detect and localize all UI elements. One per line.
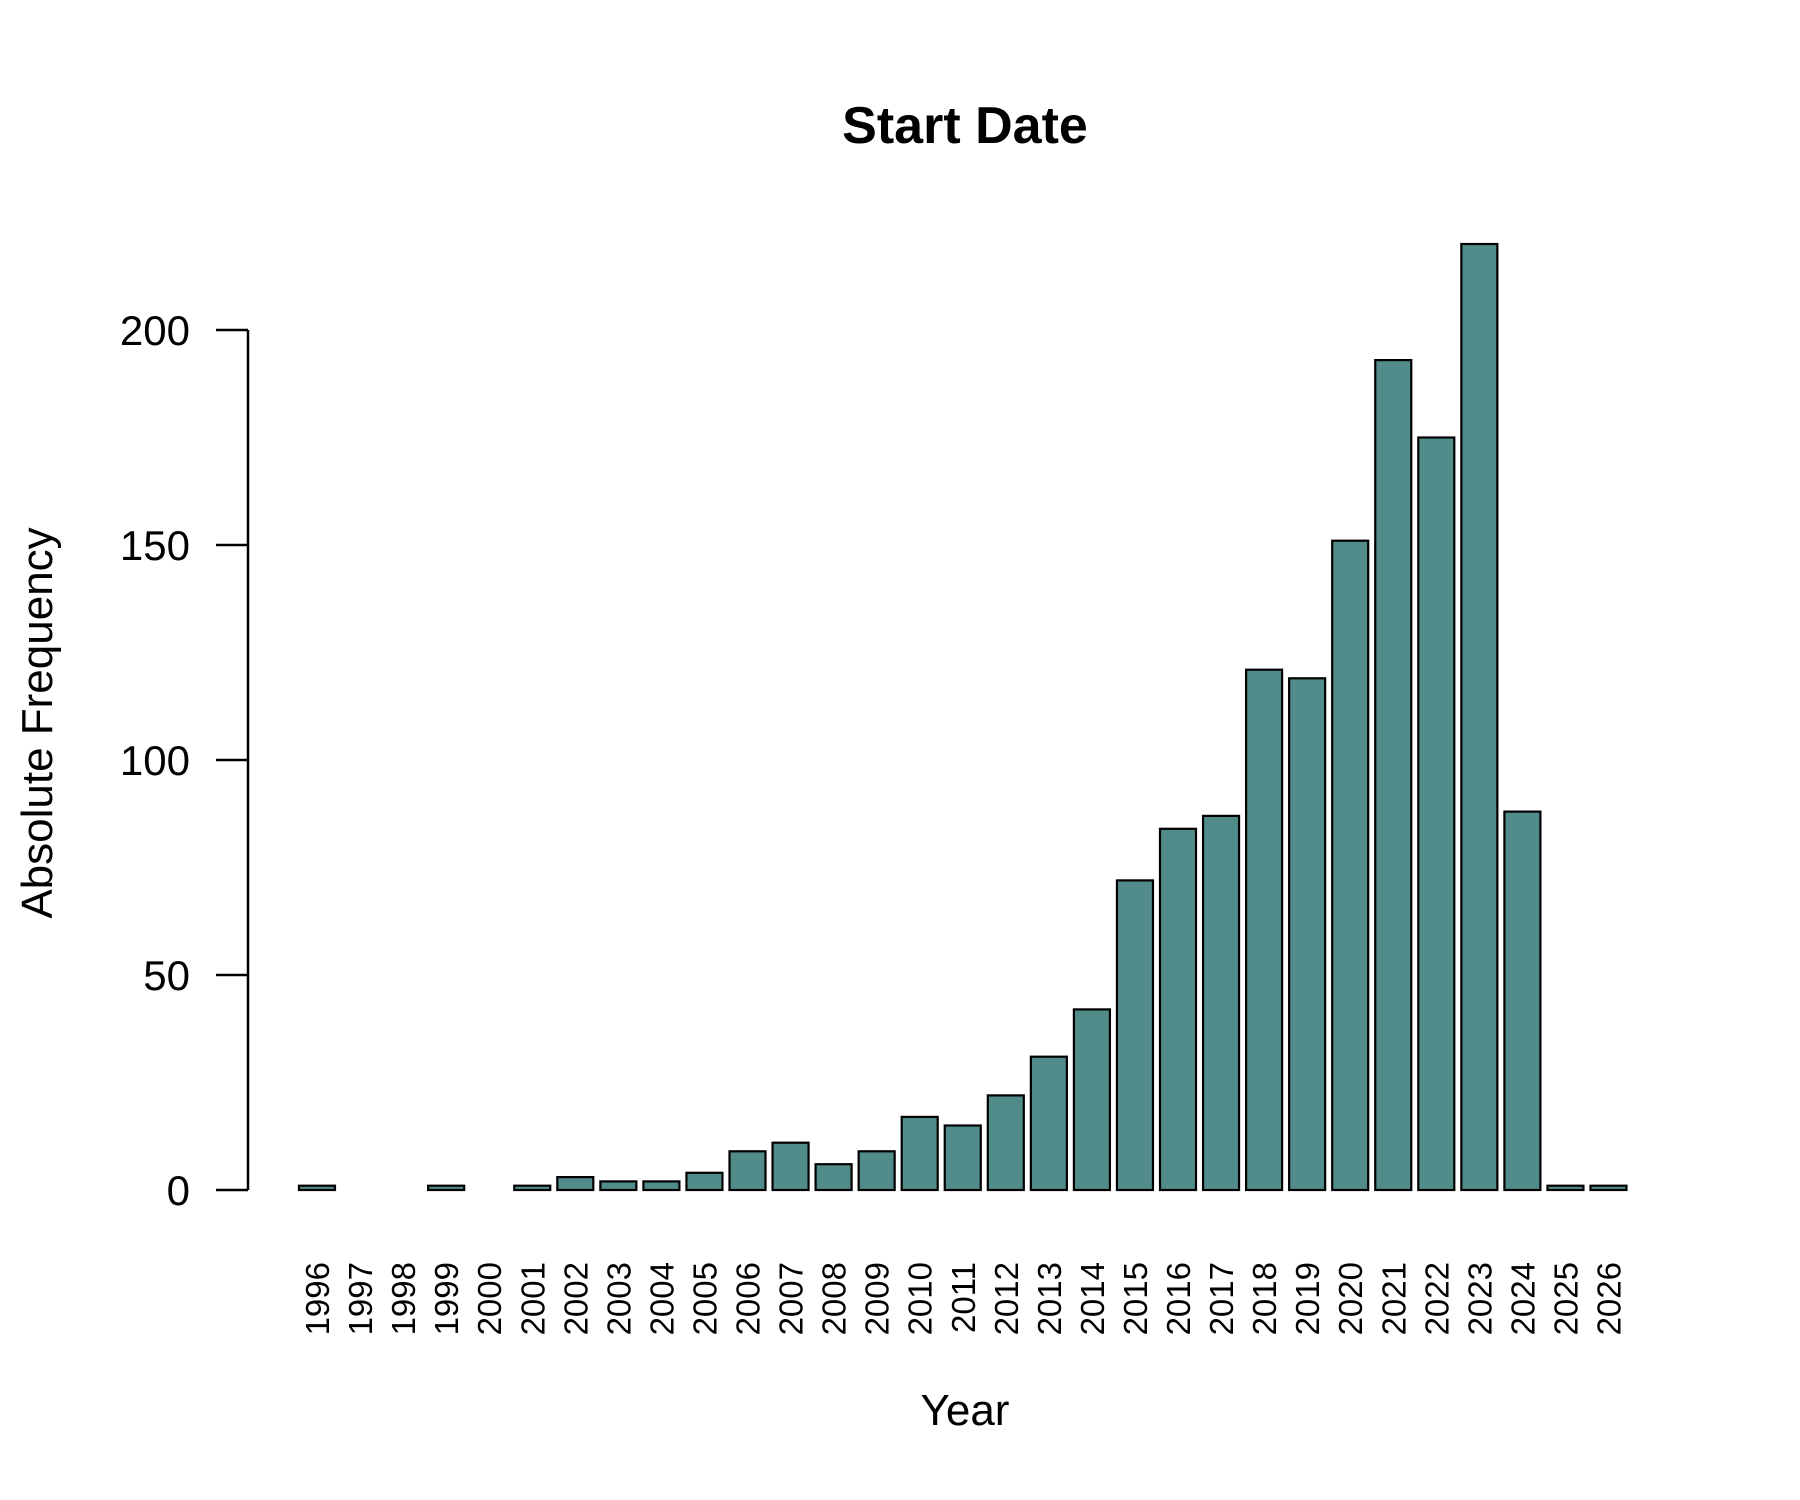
bar-2013: [1029, 1055, 1068, 1192]
x-tick-label-2018: 2018: [1246, 1262, 1283, 1335]
bar-2008: [814, 1163, 853, 1192]
x-tick-label-1999: 1999: [428, 1262, 465, 1335]
x-tick-label-2016: 2016: [1160, 1262, 1197, 1335]
x-tick-label-2017: 2017: [1203, 1262, 1240, 1335]
x-tick-label-2005: 2005: [686, 1262, 723, 1335]
x-tick-label-2011: 2011: [945, 1262, 982, 1333]
x-tick-label-2013: 2013: [1031, 1262, 1068, 1335]
bar-2016: [1158, 827, 1198, 1192]
bar-2014: [1072, 1008, 1112, 1192]
bar-2003: [599, 1180, 638, 1192]
x-tick-label-2007: 2007: [773, 1262, 810, 1335]
bar-2026: [1589, 1184, 1628, 1192]
bar-2024: [1503, 810, 1542, 1192]
x-tick-label-1998: 1998: [385, 1262, 422, 1335]
bar-2010: [900, 1115, 939, 1192]
bars-group: [297, 242, 1628, 1192]
bar-2004: [642, 1180, 681, 1192]
x-tick-label-2000: 2000: [471, 1262, 508, 1335]
x-tick-label-1996: 1996: [299, 1262, 336, 1335]
x-tick-label-2004: 2004: [643, 1262, 680, 1335]
bar-2005: [685, 1171, 724, 1192]
x-tick-label-2021: 2021: [1375, 1262, 1412, 1335]
bar-2018: [1244, 668, 1284, 1192]
x-axis-label: Year: [921, 1386, 1010, 1435]
x-tick-label-2019: 2019: [1289, 1262, 1326, 1335]
x-tick-label-2003: 2003: [600, 1262, 637, 1335]
chart-title: Start Date: [842, 97, 1088, 155]
x-tick-label-2008: 2008: [816, 1262, 853, 1335]
x-tick-label-2015: 2015: [1117, 1262, 1154, 1335]
bar-2002: [556, 1175, 595, 1192]
bar-1999: [427, 1184, 466, 1192]
y-tick-label-200: 200: [120, 307, 190, 354]
bar-2017: [1201, 814, 1241, 1192]
y-axis: 0 50 100 150 200: [120, 307, 250, 1214]
y-tick-label-50: 50: [143, 952, 190, 999]
x-tick-label-2024: 2024: [1504, 1262, 1541, 1335]
x-tick-label-2022: 2022: [1418, 1262, 1455, 1335]
x-tick-label-2026: 2026: [1591, 1262, 1628, 1335]
x-tick-label-2020: 2020: [1332, 1262, 1369, 1335]
bar-2009: [857, 1150, 896, 1192]
bar-2011: [943, 1124, 982, 1192]
bar-2025: [1546, 1184, 1585, 1192]
x-tick-label-2009: 2009: [859, 1262, 896, 1335]
bar-2007: [771, 1141, 810, 1192]
x-tick-label-2002: 2002: [557, 1262, 594, 1335]
x-tick-label-2012: 2012: [988, 1262, 1025, 1335]
bar-2006: [728, 1150, 767, 1192]
y-axis-label: Absolute Frequency: [13, 527, 62, 918]
x-tick-label-2006: 2006: [730, 1262, 767, 1335]
x-tick-label-1997: 1997: [342, 1262, 379, 1335]
bar-2015: [1115, 879, 1155, 1192]
x-tick-label-2001: 2001: [514, 1262, 551, 1335]
x-tick-label-2023: 2023: [1461, 1262, 1498, 1335]
y-tick-label-150: 150: [120, 522, 190, 569]
x-tick-labels: 1996 1997 1998 1999 2000 2001 2002 2003 2004 2005…: [299, 1262, 1628, 1335]
bar-2012: [986, 1094, 1025, 1192]
bar-2022: [1417, 436, 1456, 1192]
bar-2021: [1374, 359, 1413, 1192]
x-tick-label-2010: 2010: [902, 1262, 939, 1335]
bar-2023: [1460, 242, 1499, 1192]
bar-2001: [513, 1184, 552, 1192]
bar-1996: [297, 1184, 337, 1192]
bar-2019: [1288, 677, 1327, 1192]
x-tick-label-2014: 2014: [1074, 1262, 1111, 1335]
y-tick-label-0: 0: [167, 1167, 190, 1214]
x-tick-label-2025: 2025: [1547, 1262, 1584, 1335]
bar-2020: [1331, 539, 1370, 1192]
y-tick-label-100: 100: [120, 737, 190, 784]
